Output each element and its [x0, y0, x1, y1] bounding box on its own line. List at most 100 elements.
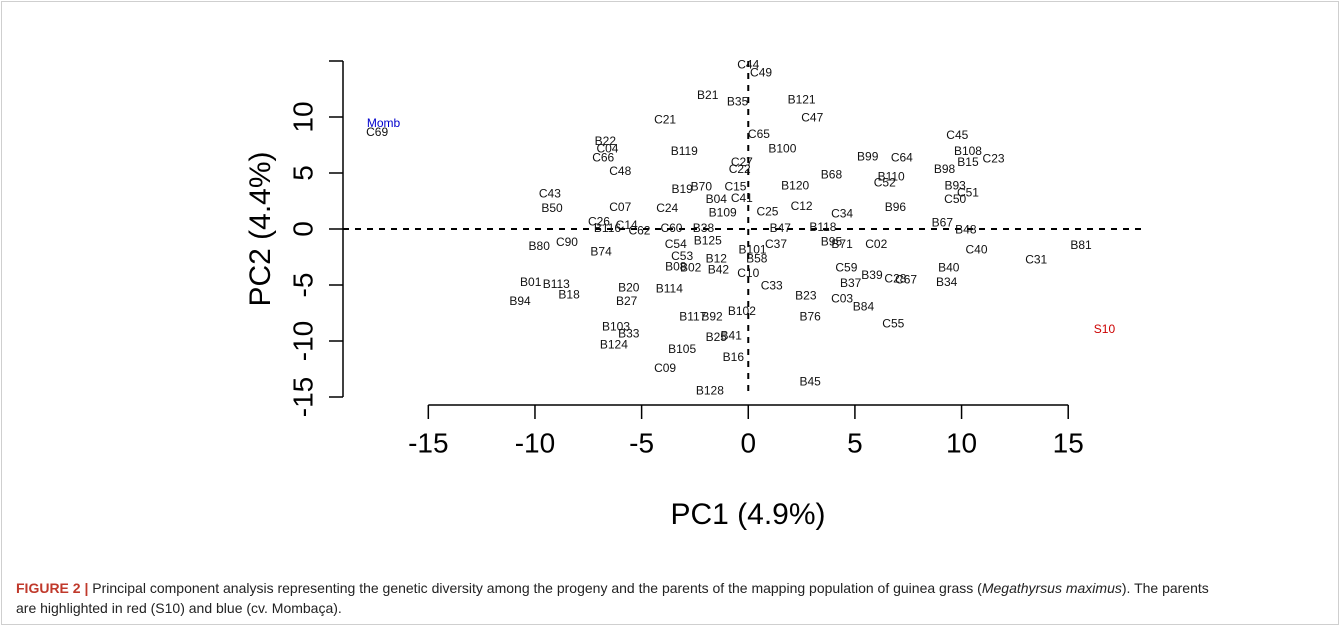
point-label: C03 [831, 292, 853, 306]
point-label: B92 [701, 310, 723, 324]
point-label: C41 [731, 191, 753, 205]
point-label: B21 [697, 88, 719, 102]
x-tick-label: -15 [408, 427, 448, 458]
point-label: B101 [739, 242, 767, 256]
point-label: C33 [761, 278, 783, 292]
point-label: C21 [654, 113, 676, 127]
point-label: B50 [541, 201, 563, 215]
point-label: C69 [366, 125, 388, 139]
point-label: B39 [861, 268, 883, 282]
point-label: B02 [680, 260, 702, 274]
point-label: C66 [592, 151, 614, 165]
x-tick-label: 5 [847, 427, 863, 458]
point-label: C52 [874, 175, 896, 189]
point-label: C47 [801, 110, 823, 124]
point-label: C65 [748, 127, 770, 141]
point-label: B68 [821, 167, 843, 181]
point-label: B114 [656, 282, 683, 296]
point-label: C34 [831, 207, 853, 221]
point-label: B42 [708, 263, 730, 277]
point-label: B124 [600, 338, 628, 352]
point-label: C90 [556, 235, 578, 249]
point-label: B15 [957, 155, 979, 169]
y-tick-label: 0 [287, 221, 318, 237]
point-label: C04 [596, 142, 618, 156]
point-label: B113 [543, 277, 570, 291]
point-label: B74 [590, 245, 612, 259]
point-label: B19 [671, 182, 693, 196]
point-label: C24 [656, 201, 678, 215]
point-label: B94 [509, 294, 531, 308]
point-label: C53 [671, 249, 693, 263]
point-label: B22 [595, 134, 617, 148]
point-label: C43 [539, 186, 561, 200]
point-label: C14 [616, 218, 638, 232]
point-label: B47 [770, 221, 792, 235]
x-axis-label: PC1 (4.9%) [670, 498, 825, 531]
point-label: B93 [944, 179, 966, 193]
point-label: B35 [727, 95, 749, 109]
point-label: B98 [934, 162, 956, 176]
point-label: B70 [691, 180, 713, 194]
point-label: C15 [724, 180, 746, 194]
x-tick-label: -5 [629, 427, 654, 458]
point-label: B103 [602, 320, 630, 334]
point-label: B81 [1070, 238, 1092, 252]
point-label: C31 [1025, 253, 1047, 267]
point-label: S10 [1094, 322, 1116, 336]
point-label: B117 [679, 310, 706, 324]
y-tick-label: -15 [287, 377, 318, 417]
point-label: B67 [932, 216, 954, 230]
caption-text: Principal component analysis representin… [88, 580, 982, 596]
point-label: B128 [696, 384, 724, 398]
point-label: B99 [857, 149, 879, 163]
point-label: C49 [750, 65, 772, 79]
point-label: C44 [737, 58, 759, 72]
point-label: B76 [799, 310, 821, 324]
point-label: B20 [618, 281, 640, 295]
point-label: C02 [865, 237, 887, 251]
x-tick-label: 15 [1053, 427, 1084, 458]
point-label: C09 [654, 361, 676, 375]
point-label: C59 [835, 260, 857, 274]
point-label: B105 [668, 342, 696, 356]
point-label: B01 [520, 275, 542, 289]
point-label: C25 [756, 204, 778, 218]
point-label: B34 [936, 275, 958, 289]
point-label: B100 [768, 142, 796, 156]
point-label: C50 [944, 192, 966, 206]
point-label: B116 [594, 221, 621, 235]
point-label: B108 [954, 144, 982, 158]
caption: FIGURE 2 | Principal component analysis … [16, 578, 1216, 618]
point-label: C55 [882, 316, 904, 330]
point-label: B25 [706, 330, 728, 344]
point-label: B71 [831, 237, 853, 251]
point-label: C37 [765, 237, 787, 251]
point-label: B37 [840, 276, 862, 290]
point-label: C45 [946, 128, 968, 142]
point-label: B84 [853, 300, 875, 314]
point-label: C40 [965, 242, 987, 256]
point-label: B96 [885, 200, 907, 214]
point-label: B109 [709, 205, 737, 219]
point-label: C27 [731, 155, 753, 169]
point-label: C54 [665, 237, 687, 251]
x-tick-label: -10 [515, 427, 555, 458]
x-tick-label: 10 [946, 427, 977, 458]
y-tick-label: 10 [287, 101, 318, 132]
chart: PC1 (4.9%) PC2 (4.4%) -15 -10 -5 0 5 10 15 -15 -… [244, 58, 1145, 531]
point-label: C23 [983, 152, 1005, 166]
point-label: B95 [821, 235, 843, 249]
point-label: B118 [809, 220, 836, 234]
point-label: B120 [781, 179, 809, 193]
point-label: B80 [529, 239, 551, 253]
point-label: B48 [955, 222, 977, 236]
y-tick-label: -10 [287, 321, 318, 361]
point-label: B45 [799, 375, 821, 389]
point-label: C67 [895, 273, 917, 287]
point-label: C48 [609, 164, 631, 178]
point-label: Momb [367, 116, 401, 130]
point-label: B04 [706, 192, 728, 206]
point-label: C62 [628, 223, 650, 237]
